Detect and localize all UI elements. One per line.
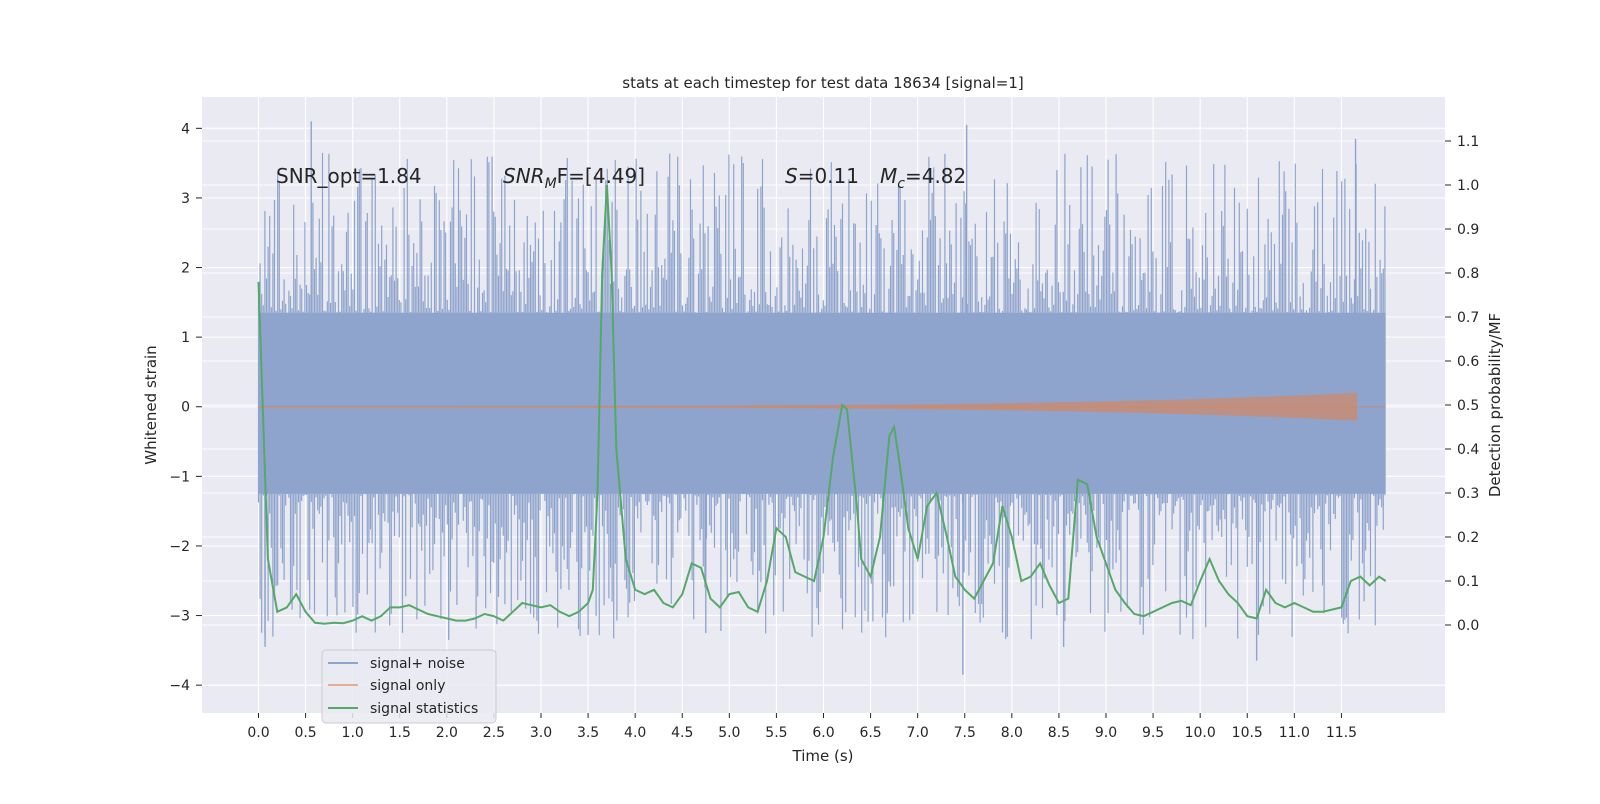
annotation-mc-subscript: c xyxy=(897,176,905,192)
y-right-tick-label: 0.2 xyxy=(1457,530,1479,546)
y-right-tick-label: 1.1 xyxy=(1457,134,1479,150)
y-right-tick-label: 0.5 xyxy=(1457,398,1479,414)
signal-statistics-series xyxy=(257,184,1387,625)
y-left-tick-label: −4 xyxy=(169,678,190,694)
y-left-tick-label: 0 xyxy=(181,400,190,416)
annotation-mc: Mc=4.82 xyxy=(880,164,966,192)
annotation-mc-value: =4.82 xyxy=(905,164,966,188)
annotation-snr-mf-subscript: M xyxy=(545,176,557,192)
annotation-snr-mf-value: F=[4.49] xyxy=(557,164,645,188)
annotation-snr-mf-symbol: SNR xyxy=(503,164,545,188)
x-tick-label: 11.5 xyxy=(1326,725,1357,741)
x-tick-label: 6.5 xyxy=(859,725,881,741)
y-right-tick-label: 0.7 xyxy=(1457,310,1479,326)
legend-label-stat: signal statistics xyxy=(370,701,478,717)
chart-title: stats at each timestep for test data 186… xyxy=(622,74,1023,92)
y-left-tick-label: 1 xyxy=(181,330,190,346)
y-left-tick-label: 2 xyxy=(181,261,190,277)
x-tick-label: 3.0 xyxy=(530,725,552,741)
x-tick-label: 3.5 xyxy=(577,725,599,741)
x-tick-label: 10.5 xyxy=(1232,725,1263,741)
y-axis-left-label: Whitened strain xyxy=(142,345,160,464)
y-left-tick-label: −1 xyxy=(169,469,190,485)
x-axis-label: Time (s) xyxy=(792,747,854,765)
y-right-tick-label: 0.3 xyxy=(1457,486,1479,502)
x-tick-label: 6.0 xyxy=(812,725,834,741)
annotation-snr-mf: SNRMF=[4.49] xyxy=(503,164,645,192)
x-tick-label: 8.5 xyxy=(1048,725,1070,741)
y-left-tick-label: 4 xyxy=(181,121,190,137)
y-left-tick-label: 3 xyxy=(181,191,190,207)
legend-label-signal: signal only xyxy=(370,678,445,694)
x-tick-label: 7.0 xyxy=(907,725,929,741)
x-tick-label: 5.0 xyxy=(718,725,740,741)
annotation-snr-opt: SNR_opt=1.84 xyxy=(276,164,422,188)
x-tick-label: 4.0 xyxy=(624,725,646,741)
y-right-tick-label: 0.1 xyxy=(1457,574,1479,590)
x-tick-label: 4.5 xyxy=(671,725,693,741)
y-right-axis-ticks: 1.1 1.0 0.9 0.8 0.7 0.6 0.5 0.4 0.3 0.2 0.1 0.0 xyxy=(1445,134,1479,634)
legend-box xyxy=(321,649,497,724)
annotation-s: S=0.11 xyxy=(785,164,859,188)
y-right-tick-label: 0.9 xyxy=(1457,222,1479,238)
x-axis-ticks: 0.0 0.5 1.0 1.5 2.0 2.5 3.0 3.5 4.0 4.5 5.0 5.5 6.0 6… xyxy=(247,713,1357,741)
y-right-tick-label: 0.8 xyxy=(1457,266,1479,282)
y-right-tick-label: 0.6 xyxy=(1457,354,1479,370)
x-tick-label: 1.5 xyxy=(389,725,411,741)
x-tick-label: 2.5 xyxy=(483,725,505,741)
x-tick-label: 11.0 xyxy=(1279,725,1310,741)
x-tick-label: 7.5 xyxy=(954,725,976,741)
x-tick-label: 2.0 xyxy=(436,725,458,741)
y-left-axis-ticks: 4 3 2 1 0 −1 −2 −3 −4 xyxy=(169,121,202,694)
annotation-mc-symbol: M xyxy=(880,164,897,188)
x-tick-label: 9.5 xyxy=(1142,725,1164,741)
x-tick-label: 0.5 xyxy=(294,725,316,741)
y-axis-right-label: Detection probability/MF xyxy=(1486,313,1504,497)
legend: signal+ noise signal only signal statist… xyxy=(321,649,497,724)
signal-statistics-line xyxy=(257,184,1387,625)
y-right-tick-label: 0.0 xyxy=(1457,618,1479,634)
annotation-s-symbol: S xyxy=(785,164,798,188)
y-right-tick-label: 0.4 xyxy=(1457,442,1479,458)
y-left-tick-label: −3 xyxy=(169,609,190,625)
y-right-tick-label: 1.0 xyxy=(1457,178,1479,194)
x-tick-label: 0.0 xyxy=(247,725,269,741)
x-tick-label: 5.5 xyxy=(765,725,787,741)
y-left-tick-label: −2 xyxy=(169,539,190,555)
x-tick-label: 1.0 xyxy=(342,725,364,741)
noise-trace xyxy=(257,153,1386,640)
annotation-s-value: =0.11 xyxy=(798,164,859,188)
x-tick-label: 9.0 xyxy=(1095,725,1117,741)
x-tick-label: 10.0 xyxy=(1185,725,1216,741)
signal-only-series xyxy=(257,392,1386,421)
annotations: SNR_opt=1.84 SNRMF=[4.49] S=0.11 Mc=4.82 xyxy=(276,164,966,192)
legend-label-noise: signal+ noise xyxy=(370,656,465,672)
x-tick-label: 8.0 xyxy=(1001,725,1023,741)
